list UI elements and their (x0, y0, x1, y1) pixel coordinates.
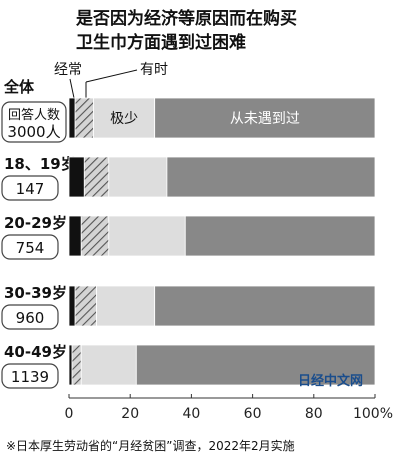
bar-rarely-1 (108, 156, 168, 198)
x-tick-label-2: 40 (182, 406, 200, 422)
count-box-2 (1, 234, 59, 260)
category-label-2: 20-29岁 (4, 214, 67, 232)
count-value-0: 3000人 (7, 123, 60, 141)
legend-often: 经常 (54, 62, 82, 78)
bar-never-3 (154, 285, 376, 327)
bar-often-2 (68, 215, 82, 257)
legend-often-leader (69, 78, 75, 99)
legend-sometimes-leader (85, 69, 138, 83)
segment-label-never: 从未遇到过 (230, 111, 300, 127)
bar-often-4 (68, 344, 73, 386)
stacked-bars: 极少 从未遇到过 (68, 97, 376, 386)
count-value-1: 147 (16, 180, 45, 198)
bar-often-1 (68, 156, 85, 198)
bar-sometimes-0 (74, 97, 94, 139)
chart-title-line-1: 是否因为经济等原因而在购买 (76, 8, 297, 29)
count-value-3: 960 (16, 309, 45, 327)
watermark: 日经中文网 (298, 373, 363, 389)
count-box-4 (1, 363, 59, 389)
source-note: ※日本厚生劳动省的“月经贫困”调查，2022年2月实施 (6, 438, 295, 453)
bar-sometimes-3 (74, 285, 97, 327)
category-label-4: 40-49岁 (4, 343, 67, 361)
chart-title-line-2: 卫生巾方面遇到过困难 (76, 32, 246, 53)
category-label-0: 全体 (3, 78, 35, 96)
bar-rarely-2 (108, 215, 186, 257)
x-tick-label-0: 0 (65, 406, 74, 422)
bar-rarely-0 (93, 97, 156, 139)
bar-sometimes-4 (71, 344, 82, 386)
bar-often-0 (68, 97, 76, 139)
respondents-label: 回答人数 (8, 107, 60, 123)
x-tick-label-3: 60 (244, 406, 262, 422)
count-box-1 (1, 175, 59, 201)
bar-never-2 (184, 215, 376, 257)
bar-rarely-4 (80, 344, 137, 386)
count-value-2: 754 (16, 239, 45, 257)
count-box-3 (1, 304, 59, 330)
segment-label-rarely: 极少 (110, 111, 138, 127)
bar-rarely-3 (96, 285, 156, 327)
category-label-3: 30-39岁 (4, 284, 67, 302)
x-tick-label-4: 80 (305, 406, 323, 422)
bar-never-1 (166, 156, 376, 198)
x-axis: 0 20 40 60 80 100% (65, 394, 393, 422)
bar-sometimes-2 (80, 215, 110, 257)
bar-never-0 (154, 97, 376, 139)
count-value-4: 1139 (11, 368, 49, 386)
count-box-0 (1, 101, 67, 143)
category-label-1: 18、19岁 (4, 155, 76, 173)
bar-often-3 (68, 285, 76, 327)
legend-sometimes: 有时 (140, 62, 168, 78)
x-tick-label-5: 100% (353, 406, 393, 422)
x-tick-label-1: 20 (121, 406, 139, 422)
bar-never-4 (135, 344, 376, 386)
bar-sometimes-1 (83, 156, 110, 198)
legend: 经常 有时 (54, 62, 168, 99)
